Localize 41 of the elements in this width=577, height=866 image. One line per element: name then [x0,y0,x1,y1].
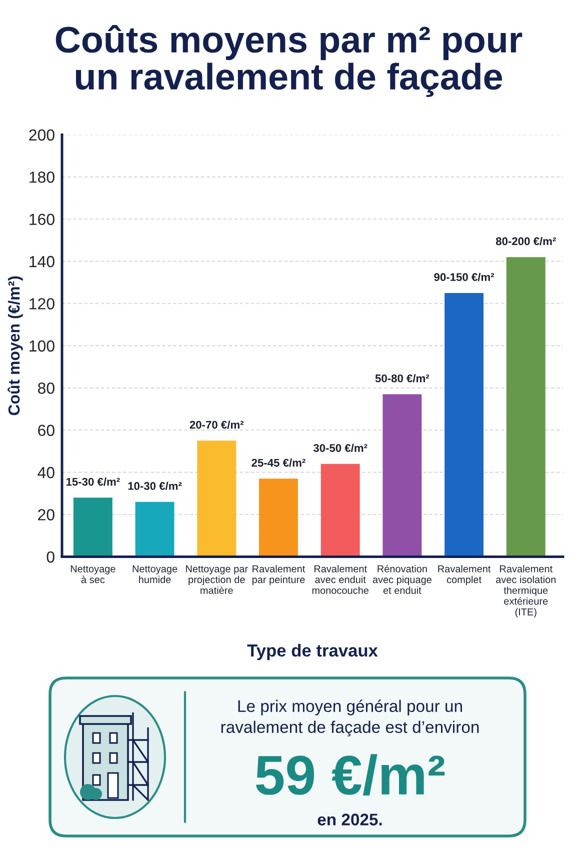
bar [135,502,174,557]
x-tick-label: Ravalement complet [438,565,491,586]
x-tick-label: Ravalement par peinture [252,565,306,586]
y-tick-label: 120 [30,298,54,310]
y-tick-label: 80 [38,382,54,394]
data-label: 10-30 €/m² [128,482,182,490]
x-tick-label: Ravalement avec enduit monocouche [312,565,369,594]
x-tick-label: Rénovation avec piquage et enduit [372,564,432,594]
bar [444,292,484,557]
y-tick-label: 40 [38,466,54,478]
bar [259,478,298,557]
bar [73,498,112,557]
data-label: 25-45 €/m² [252,458,306,467]
y-tick-label: 20 [38,509,54,520]
x-tick-label: Nettoyage humide [132,565,178,584]
bar [506,257,546,557]
data-label: 80-200 €/m² [496,237,556,246]
y-axis-title: Coût moyen (€/m²) [8,276,23,416]
y-tick-label: 100 [30,340,54,352]
data-label: 20-70 €/m² [190,420,244,429]
text: Le prix moyen général pour un ravalement de façade est d’environ [221,700,479,736]
chart-title: Coûts moyens par m² pour un ravalement de façade [56,24,522,98]
data-label: 30-50 €/m² [313,444,368,452]
x-axis-title: Type de travaux [247,644,378,660]
text: en 2025. [318,814,382,826]
y-tick-label: 200 [29,129,54,141]
x-tick-label: Ravalement avec isolation thermique extérieure (ITE) [496,565,556,618]
data-label: 90-150 €/m² [434,272,494,282]
data-label: 15-30 €/m² [66,478,120,486]
x-tick-label: Nettoyage à sec [70,565,116,584]
text: 59 €/m² [256,754,445,796]
y-tick-label: 180 [30,172,54,183]
y-tick-label: 0 [46,551,54,563]
bar [382,394,422,557]
bar [197,440,236,557]
y-tick-label: 160 [30,214,54,226]
data-label: 50-80 €/m² [375,374,430,382]
x-tick-label: Nettoyage par projection de matière [186,565,248,594]
y-tick-label: 60 [38,424,54,436]
bar [320,464,360,557]
y-tick-label: 140 [30,256,54,268]
